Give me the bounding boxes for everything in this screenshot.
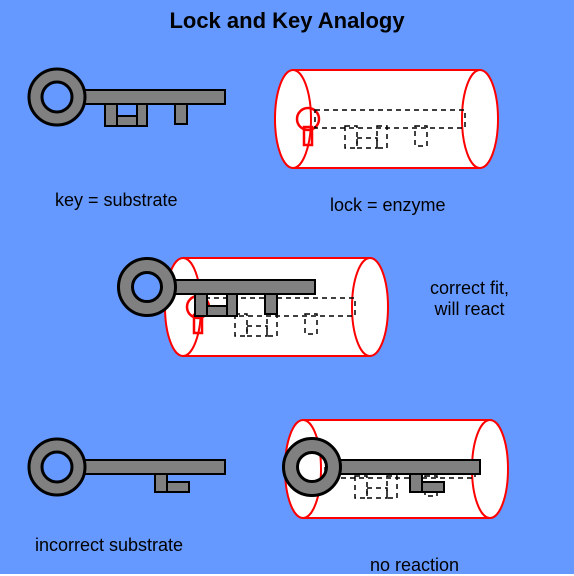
key-incorrect-icon bbox=[25, 435, 235, 525]
diagram-title: Lock and Key Analogy bbox=[0, 8, 574, 34]
label-correct-fit: correct fit, will react bbox=[430, 278, 509, 320]
lock-enzyme-icon bbox=[275, 70, 515, 180]
key-incorrect-overlay-icon bbox=[280, 435, 490, 525]
label-incorrect-substrate: incorrect substrate bbox=[35, 535, 183, 556]
label-key-substrate: key = substrate bbox=[55, 190, 178, 211]
key-substrate-icon bbox=[25, 65, 235, 155]
key-fit-icon bbox=[115, 255, 325, 345]
label-no-reaction: no reaction bbox=[370, 555, 459, 576]
label-lock-enzyme: lock = enzyme bbox=[330, 195, 446, 216]
